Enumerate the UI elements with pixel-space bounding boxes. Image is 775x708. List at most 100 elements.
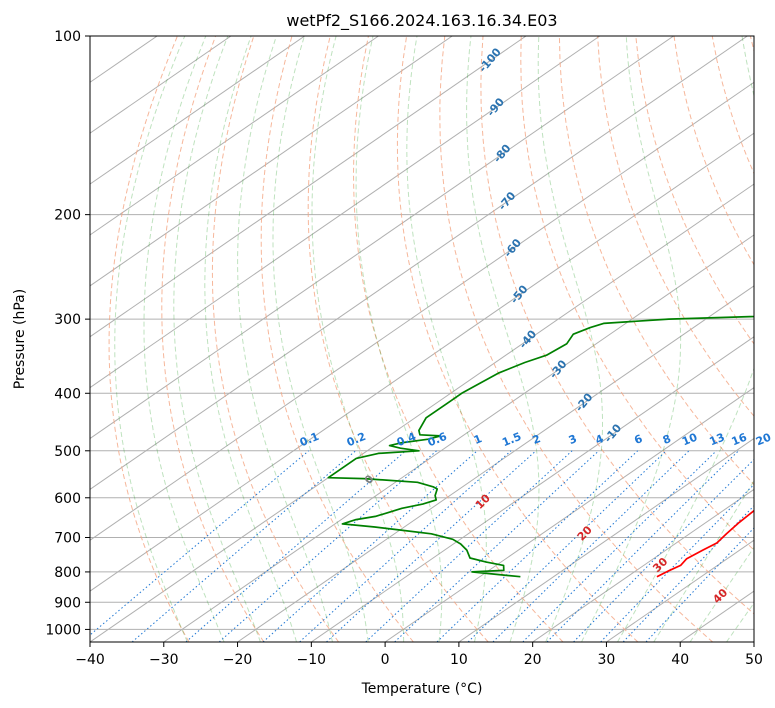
mixing-ratio-line [600,483,754,642]
x-axis-label: Temperature (°C) [361,681,483,697]
isotherm-line [679,590,754,642]
isotherm-line [90,36,674,440]
mixing-ratio-label: 3 [567,432,579,447]
x-tick-label: 30 [598,652,616,668]
isotherm-line [90,132,754,592]
dry-adiabat-label: -100 [476,45,504,75]
dry-adiabat-label: -90 [484,95,507,119]
mixing-ratio-line [299,450,512,642]
moist-adiabat [143,36,225,642]
dry-adiabat [558,36,754,486]
chart-title: wetPf2_S166.2024.163.16.34.E03 [286,11,557,31]
dry-adiabat-label: -60 [501,236,524,260]
dry-adiabat [396,36,639,642]
mixing-ratio-line [492,450,690,642]
x-tick-label: 10 [450,652,468,668]
y-tick-label: 400 [54,386,81,402]
y-tick-label: 800 [54,565,81,581]
mixing-ratio-label: 0.1 [298,430,321,449]
x-tick-label: 50 [745,652,763,668]
isotherm-line [90,36,601,389]
x-tick-label: −10 [297,652,327,668]
moist-adiabat [114,36,188,642]
dry-adiabat [108,36,190,642]
dry-adiabat [211,36,340,642]
mixing-ratio-line [522,450,717,642]
dry-adiabat-label: -70 [496,189,519,213]
moist-adiabat [537,36,603,642]
y-tick-label: 600 [54,491,81,507]
mixing-ratio-label: 20 [754,431,773,449]
mixing-ratio-label: 2 [531,432,543,447]
x-tick-label: 0 [381,652,390,668]
mixing-ratio-label: 8 [661,432,673,447]
isotherm-line [163,234,754,642]
x-tick-label: −40 [75,652,105,668]
moist-adiabat-label: 10 [473,491,493,511]
plot-frame [89,35,755,643]
temperature-profile [656,509,754,578]
mixing-ratio-label: 13 [708,431,727,449]
x-tick-label: 20 [524,652,542,668]
mixing-ratio-line [546,450,739,642]
moist-adiabat [689,546,754,642]
isotherm-line [90,81,754,541]
mixing-ratio-label: 16 [730,431,749,449]
mixing-ratio-line [645,527,754,642]
isotherm-line [458,437,754,642]
dewpoint-profile [327,315,754,578]
moist-adiabat [204,36,298,642]
plot-overlay: -100-90-80-70-60-50-40-30-20-10010203040… [298,45,773,606]
mixing-ratio-line [262,450,478,642]
dry-adiabat [161,36,265,642]
moist-adiabat [466,36,540,642]
moist-adiabat [617,36,754,642]
dry-adiabat-label: -50 [508,282,531,306]
y-tick-label: 200 [54,208,81,224]
dry-adiabat [520,36,754,551]
isotherm-line [90,36,748,490]
plot-area [90,36,754,642]
x-tick-label: −30 [149,652,179,668]
isotherm-line [532,488,754,642]
dry-adiabat [352,36,564,642]
dry-adiabat-label: -40 [516,327,539,351]
moist-adiabat [237,36,333,642]
mixing-ratio-line [365,450,573,642]
isotherm-line [90,36,527,338]
moist-adiabat [311,36,405,642]
dry-adiabat-label: -80 [491,142,514,166]
dry-adiabat [635,36,754,345]
x-tick-label: −20 [223,652,253,668]
y-tick-label: 500 [54,444,81,460]
mixing-ratio-line [467,450,667,642]
mixing-ratio-label: 1.5 [500,430,523,449]
dry-adiabat [480,36,754,615]
mixing-ratio-label: 6 [632,432,644,447]
moist-adiabat [355,36,443,642]
mixing-ratio-label: 10 [680,431,699,449]
y-axis-label: Pressure (hPa) [12,289,28,389]
dry-adiabat [597,36,754,417]
dry-adiabat [260,36,414,642]
dry-adiabat [711,36,754,175]
x-tick-label: 40 [671,652,689,668]
moist-adiabat-label: 40 [710,586,730,606]
mixing-ratio-line [90,450,310,636]
mixing-ratio-line [131,450,356,642]
mixing-ratio-line [436,450,639,642]
mixing-ratio-line [326,450,537,642]
dry-adiabat-label: -30 [547,357,570,381]
mixing-ratio-label: 1 [472,432,484,447]
isotherm-line [90,36,232,134]
isotherm-line [311,336,754,642]
isotherm-line [90,36,453,287]
isotherm-line [90,36,305,185]
dry-adiabat [439,36,714,642]
dry-adiabat [307,36,489,642]
mixing-ratio-label: 0.4 [395,430,418,449]
isotherm-line [90,36,379,236]
dry-adiabat-label: -10 [602,421,625,445]
isotherm-line [90,183,754,642]
mixing-ratio-line [185,450,407,642]
